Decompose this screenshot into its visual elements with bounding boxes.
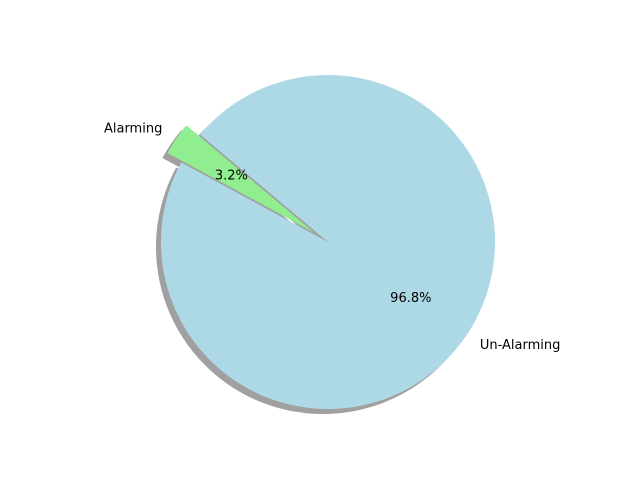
slice-pct-alarming: 3.2% (215, 169, 248, 184)
slice-un-alarming (161, 74, 496, 409)
slice-label-alarming: Alarming (104, 122, 162, 137)
slice-pct-un-alarming: 96.8% (390, 291, 431, 306)
slice-label-un-alarming: Un-Alarming (480, 338, 561, 353)
slice-alarming (167, 125, 315, 233)
